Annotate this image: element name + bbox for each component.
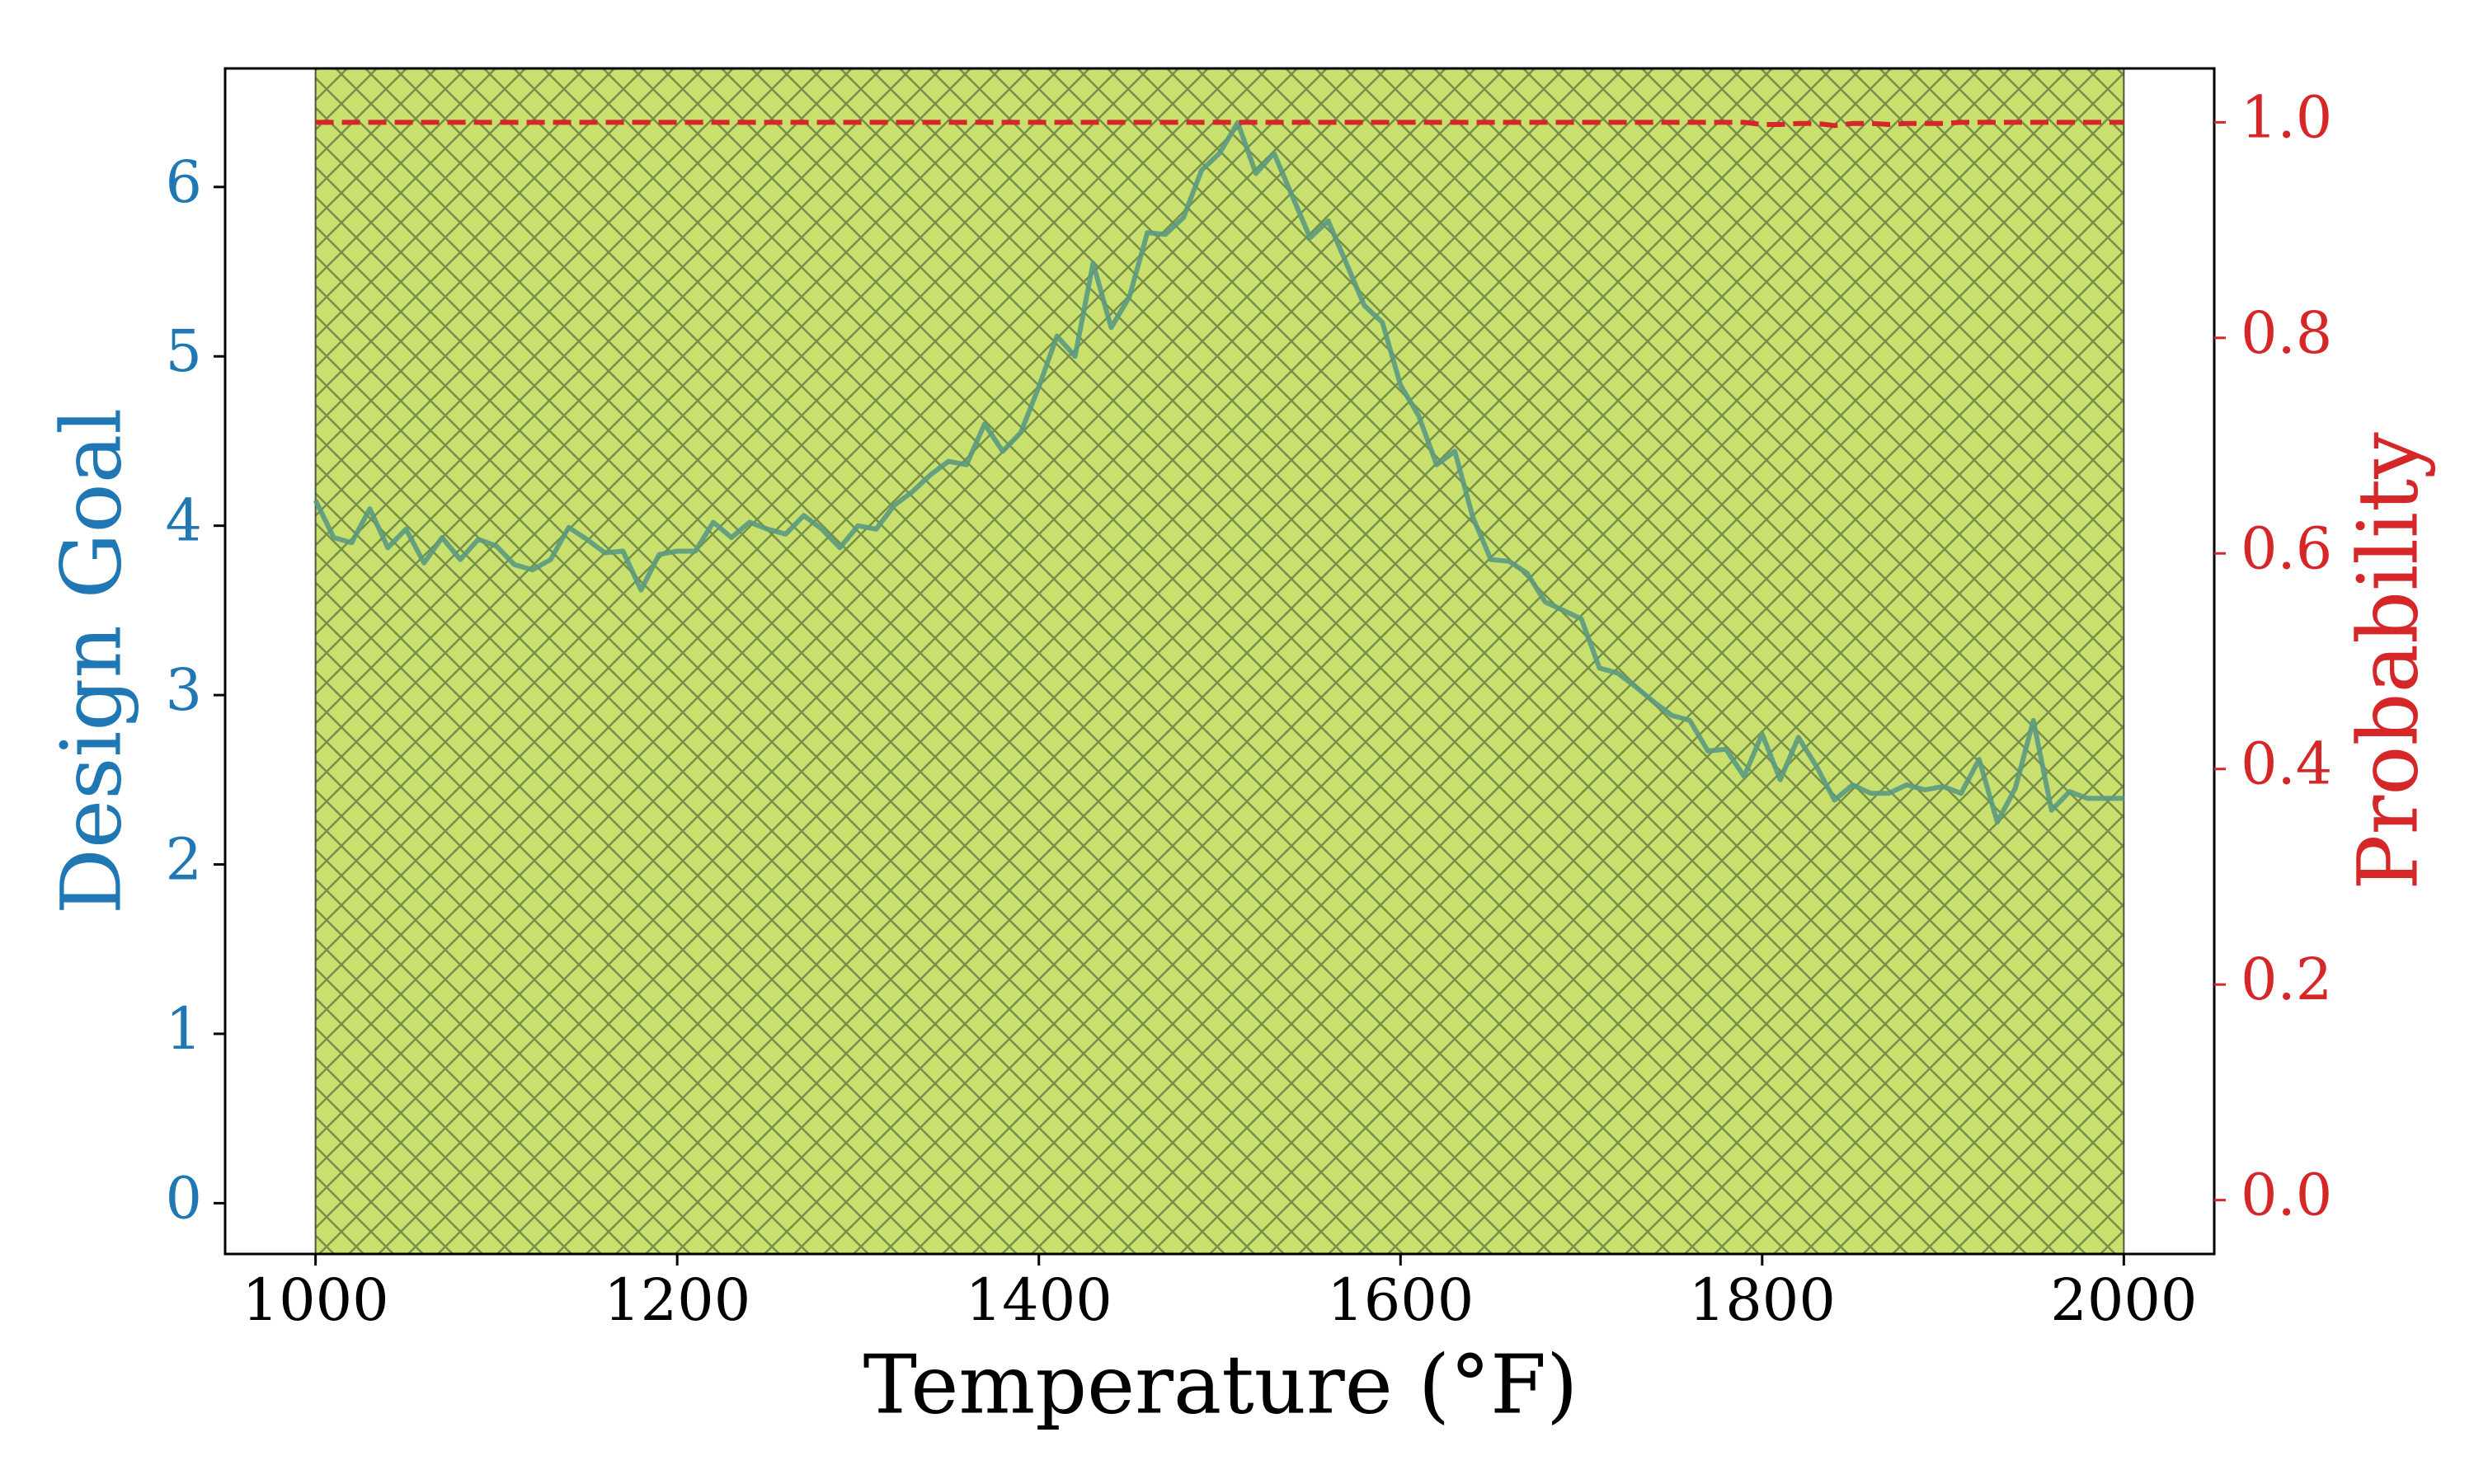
y2-axis-label: Probability [2340, 432, 2437, 890]
y2-tick-label: 1.0 [2241, 83, 2332, 151]
y-tick-label: 0 [165, 1164, 202, 1232]
y-tick-label: 1 [165, 995, 202, 1063]
y2-tick-label: 0.2 [2241, 946, 2332, 1013]
x-tick-label: 1600 [1327, 1266, 1474, 1334]
x-tick-label: 1200 [604, 1266, 750, 1334]
plot-frame [223, 67, 2216, 1256]
x-tick-label: 1000 [242, 1266, 389, 1334]
y2-tick-label: 0.0 [2241, 1162, 2332, 1229]
design-goal-line [313, 120, 2124, 825]
y-tick-label: 3 [165, 656, 202, 724]
y-tick-label: 4 [165, 487, 202, 555]
y-tick-label: 6 [165, 148, 202, 216]
y2-tick-label: 0.6 [2241, 514, 2332, 582]
y2-tick-label: 0.8 [2241, 299, 2332, 367]
x-tick-label: 2000 [2050, 1266, 2197, 1334]
y2-tick-label: 0.4 [2241, 730, 2332, 798]
span-hatch [315, 68, 2124, 1254]
y-tick-label: 5 [165, 317, 202, 385]
x-axis-label: Temperature (°F) [863, 1339, 1578, 1433]
x-tick-label: 1800 [1689, 1266, 1836, 1334]
y-axis-label: Design Goal [44, 408, 140, 915]
y-tick-label: 2 [165, 826, 202, 894]
probability-line [315, 120, 2124, 129]
x-tick-label: 1400 [966, 1266, 1112, 1334]
